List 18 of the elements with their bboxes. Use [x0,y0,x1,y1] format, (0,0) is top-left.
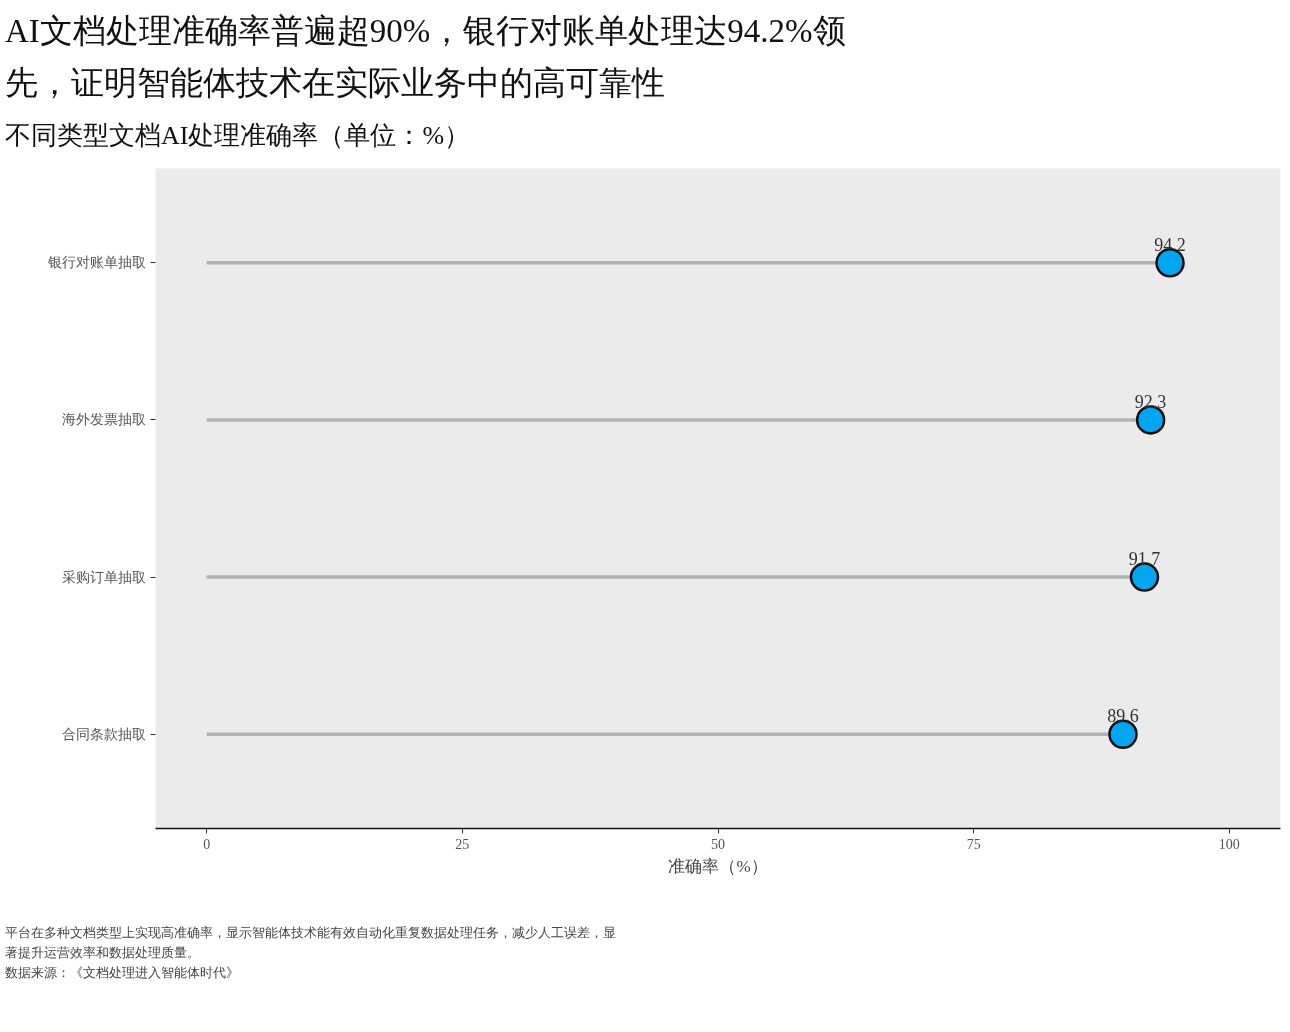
data-label: 92.3 [1134,391,1167,412]
y-tick-label: 合同条款抽取 [61,726,146,742]
chart-subtitle: 不同类型文档AI处理准确率（单位：%） [5,120,471,152]
x-axis-title: 准确率（%） [668,856,768,876]
source-note: 数据来源：《文档处理进入智能体时代》 [5,964,240,982]
data-label: 91.7 [1128,549,1161,570]
x-tick-label: 75 [966,836,981,852]
x-tick-label: 100 [1218,836,1240,852]
data-label: 89.6 [1107,706,1139,727]
data-label: 94.2 [1154,234,1186,255]
y-tick-label: 海外发票抽取 [61,412,146,428]
y-tick-label: 银行对账单抽取 [46,255,146,271]
text: 平台在多种文档类型上实现高准确率，显示智能体技术能有效自动化重复数据处理任务，减少人工误差，显著提升运营效率和数据处理质量。 [5,924,617,962]
x-tick-label: 25 [455,836,470,852]
x-tick-label: 0 [203,836,211,852]
chart-title: AI文档处理准确率普遍超90%，银行对账单处理达94.2%领先，证明智能体技术在实际业务中的高可靠性 [5,12,847,103]
y-tick-label: 采购订单抽取 [61,569,146,585]
x-tick-label: 50 [711,836,725,852]
